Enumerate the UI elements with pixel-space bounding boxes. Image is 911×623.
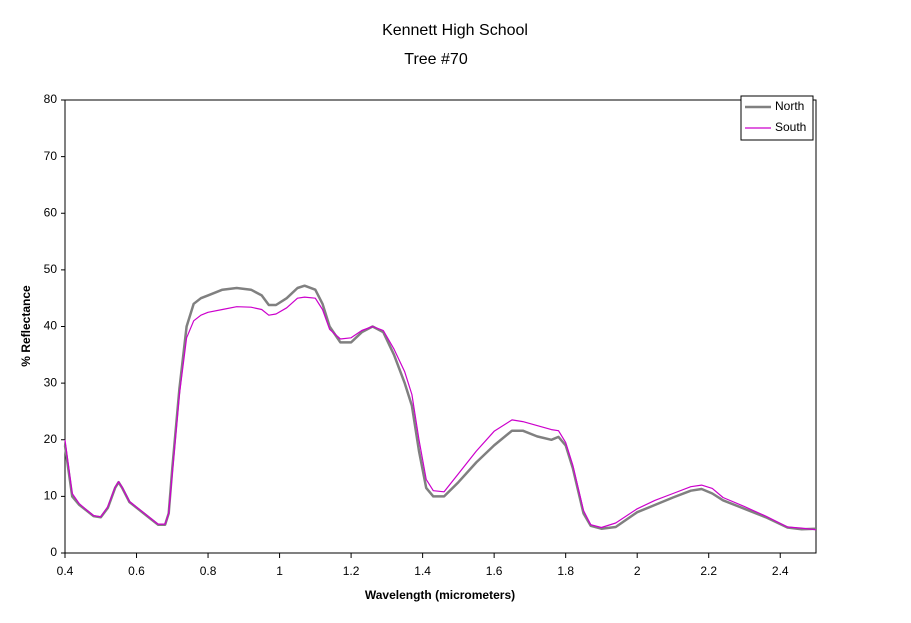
x-tick-label: 1	[276, 564, 283, 578]
chart-title: Kennett High School	[382, 22, 528, 39]
x-tick-label: 0.6	[128, 564, 145, 578]
y-tick-label: 80	[44, 92, 58, 106]
y-tick-label: 50	[44, 262, 58, 276]
chart-subtitle: Tree #70	[404, 51, 468, 68]
line-series	[64, 296, 817, 531]
y-tick-label: 10	[44, 489, 58, 503]
x-tick-label: 1.6	[486, 564, 503, 578]
y-axis-title: % Reflectance	[19, 285, 33, 367]
y-tick-label: 30	[44, 375, 58, 389]
x-tick-label: 0.4	[57, 564, 74, 578]
y-tick-label: 40	[44, 319, 58, 333]
x-tick-label: 1.4	[414, 564, 431, 578]
y-tick-label: 60	[44, 205, 58, 219]
x-tick-label: 2	[634, 564, 641, 578]
legend-box	[740, 95, 814, 141]
y-tick-label: 0	[50, 545, 57, 559]
x-axis-title: Wavelength (micrometers)	[365, 588, 515, 602]
legend-label: South	[775, 120, 806, 134]
y-tick-label: 70	[44, 149, 58, 163]
x-tick-label: 1.2	[343, 564, 360, 578]
x-tick-label: 2.4	[772, 564, 789, 578]
x-tick-label: 1.8	[557, 564, 574, 578]
y-tick-label: 20	[44, 432, 58, 446]
x-tick-label: 2.2	[700, 564, 717, 578]
x-tick-label: 0.8	[200, 564, 217, 578]
legend-label: North	[775, 99, 804, 113]
